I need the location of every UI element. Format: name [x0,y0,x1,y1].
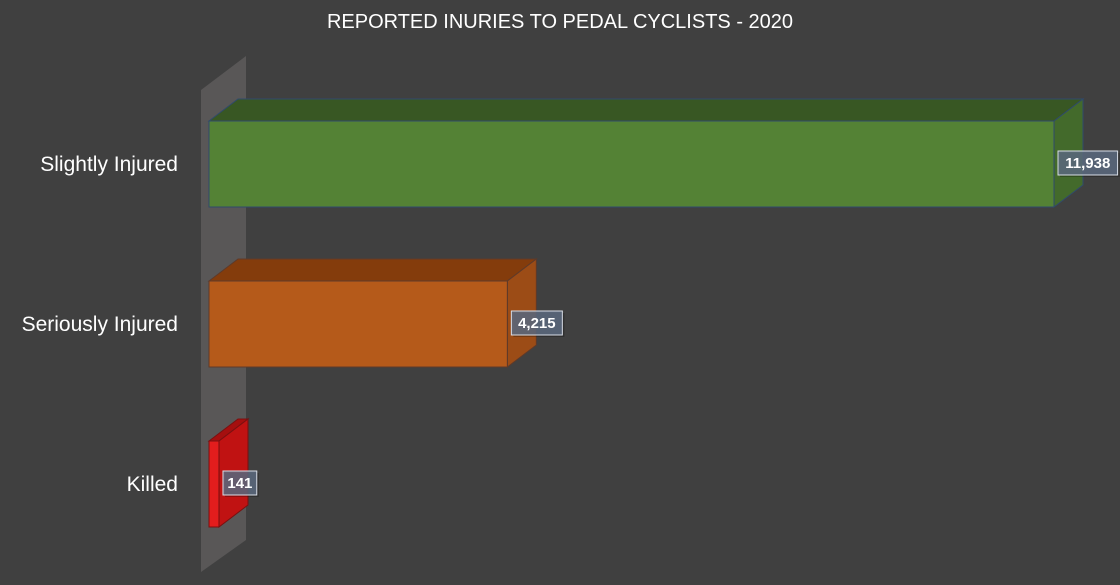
chart-title: REPORTED INURIES TO PEDAL CYCLISTS - 202… [327,11,793,33]
bar-seriously-injured [207,257,538,369]
bar-front-face [208,120,1055,208]
data-label-box [1057,150,1119,176]
data-label-box [222,470,258,496]
data-label: 11,938 [1057,150,1120,177]
bar-top-face [207,98,1085,122]
data-label: 4,215 [510,310,565,337]
bar-slightly-injured [207,97,1085,209]
category-label: Killed [127,473,178,496]
data-label: 141 [222,470,259,497]
bar-top-face [207,258,538,282]
category-label: Seriously Injured [22,313,178,336]
data-label-value: 141 [227,475,252,492]
bar-front-face [208,280,508,368]
bar-front-face [208,440,220,528]
data-label-box [510,310,563,336]
category-label: Slightly Injured [40,153,178,176]
data-label-value: 4,215 [518,315,556,332]
data-label-value: 11,938 [1065,155,1110,172]
